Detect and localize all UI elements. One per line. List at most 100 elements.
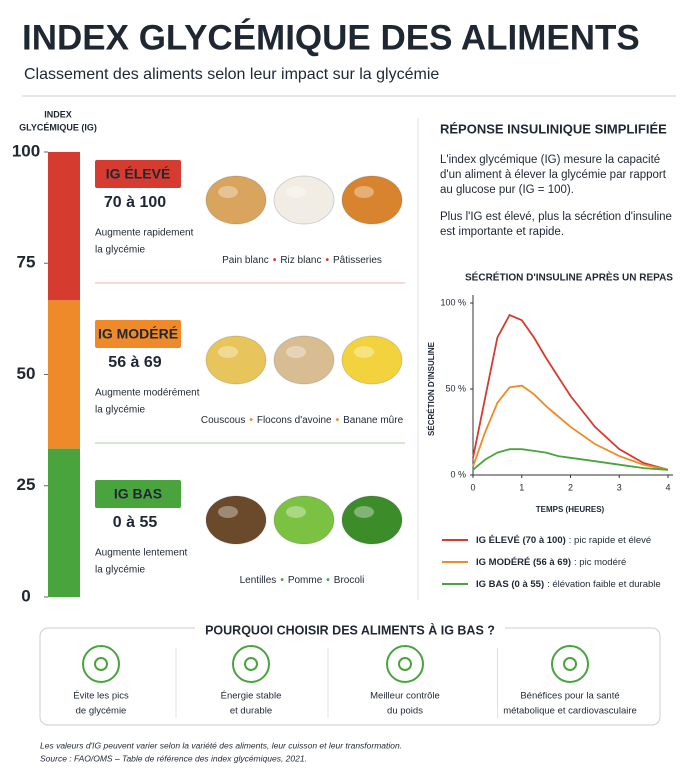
food-image xyxy=(205,335,267,385)
benefit-text: Bénéfices pour la santé xyxy=(520,691,619,702)
description: Augmente lentement xyxy=(95,548,188,559)
food-dot: • xyxy=(336,415,340,426)
range: 70 à 100 xyxy=(104,194,166,211)
benefit-text: et durable xyxy=(230,706,272,717)
legend-description: : pic modéré xyxy=(574,557,626,568)
food-list: Couscous • Flocons d'avoine • Banane mûre xyxy=(201,415,404,426)
series-line xyxy=(472,384,669,471)
legend-entry: IG MODÉRÉ (56 à 69): pic modéré xyxy=(476,557,626,568)
description: Augmente rapidement xyxy=(95,228,194,239)
benefit-text: du poids xyxy=(387,706,423,717)
scale-label: INDEX xyxy=(44,109,72,119)
benefit-icon xyxy=(232,645,270,683)
legend-name: IG MODÉRÉ (56 à 69) xyxy=(476,557,571,568)
benefit-icon xyxy=(82,645,120,683)
food-name: Pain blanc xyxy=(222,255,269,266)
food-image xyxy=(205,495,267,545)
food-image xyxy=(273,175,335,225)
legend-description: : pic rapide et élevé xyxy=(569,535,651,546)
description: la glycémie xyxy=(95,565,145,576)
badge: IG BAS xyxy=(114,486,162,502)
title: INDEX GLYCÉMIQUE DES ALIMENTS xyxy=(22,17,640,57)
paragraph-line: d'un aliment à élever la glycémie par ra… xyxy=(440,169,667,181)
scale-tick-label: 50 xyxy=(17,364,36,383)
y-tick-label: 50 % xyxy=(445,383,466,393)
benefit-text: de glycémie xyxy=(76,706,127,717)
y-tick-label: 0 % xyxy=(450,469,466,479)
badge-bg xyxy=(95,320,181,348)
food-list: Pain blanc • Riz blanc • Pâtisseries xyxy=(222,255,382,266)
footnote: Source : FAO/OMS – Table de référence de… xyxy=(40,753,307,763)
food-dot: • xyxy=(280,575,284,586)
food-dot: • xyxy=(325,255,329,266)
legend-name: IG BAS (0 à 55) xyxy=(476,579,544,590)
food-list: Lentilles • Pomme • Brocoli xyxy=(240,575,365,586)
benefit-text: Meilleur contrôle xyxy=(370,691,440,702)
food-highlight xyxy=(286,186,306,198)
food-highlight xyxy=(286,506,306,518)
scale-label: GLYCÉMIQUE (IG) xyxy=(19,122,97,132)
x-tick-label: 2 xyxy=(568,482,573,492)
food-image xyxy=(341,335,403,385)
food-name: Pomme xyxy=(288,575,323,586)
food-name: Banane mûre xyxy=(343,415,403,426)
badge: IG MODÉRÉ xyxy=(98,326,178,342)
range: 0 à 55 xyxy=(113,514,158,531)
food-highlight xyxy=(218,186,238,198)
food-highlight xyxy=(354,186,374,198)
benefit-text: Évite les pics xyxy=(73,691,129,702)
x-tick-label: 1 xyxy=(519,482,524,492)
badge-bg xyxy=(95,480,181,508)
scale-band xyxy=(48,448,80,597)
x-tick-label: 0 xyxy=(470,482,475,492)
food-highlight xyxy=(218,506,238,518)
legend-entry: IG BAS (0 à 55): élévation faible et dur… xyxy=(476,579,661,590)
y-tick-label: 100 % xyxy=(440,297,466,307)
paragraph-line: au glucose pur (IG = 100). xyxy=(440,184,574,196)
paragraph-line: est importante et rapide. xyxy=(440,226,564,238)
y-axis-label: SÉCRÉTION D'INSULINE xyxy=(427,341,436,436)
food-name: Couscous xyxy=(201,415,245,426)
food-name: Flocons d'avoine xyxy=(257,415,332,426)
food-name: Lentilles xyxy=(240,575,277,586)
food-dot: • xyxy=(326,575,330,586)
series-line xyxy=(472,313,669,471)
legend-name: IG ÉLEVÉ (70 à 100) xyxy=(476,535,566,546)
legend-description: : élévation faible et durable xyxy=(547,579,661,590)
benefit-text: Énergie stable xyxy=(221,691,282,702)
x-tick-label: 4 xyxy=(665,482,670,492)
benefits-title: POURQUOI CHOISIR DES ALIMENTS À IG BAS ? xyxy=(205,622,495,637)
footnote: Les valeurs d'IG peuvent varier selon la… xyxy=(40,740,402,750)
description: Augmente modérément xyxy=(95,388,200,399)
description: la glycémie xyxy=(95,405,145,416)
food-name: Brocoli xyxy=(334,575,365,586)
x-axis-label: TEMPS (HEURES) xyxy=(536,505,605,514)
description: la glycémie xyxy=(95,245,145,256)
benefit-icon xyxy=(551,645,589,683)
legend-entry: IG ÉLEVÉ (70 à 100): pic rapide et élevé xyxy=(476,535,651,546)
scale-band xyxy=(48,152,80,301)
food-dot: • xyxy=(273,255,277,266)
benefit-text: métabolique et cardiovasculaire xyxy=(503,706,637,717)
food-highlight xyxy=(354,506,374,518)
scale-tick-label: 75 xyxy=(17,253,36,272)
food-image xyxy=(273,495,335,545)
scale-band xyxy=(48,300,80,449)
food-image xyxy=(273,335,335,385)
subtitle: Classement des aliments selon leur impac… xyxy=(24,66,439,83)
insulin-heading: RÉPONSE INSULINIQUE SIMPLIFIÉE xyxy=(440,121,667,136)
series-line xyxy=(472,448,669,471)
badge: IG ÉLEVÉ xyxy=(106,166,171,182)
paragraph-line: Plus l'IG est élevé, plus la sécrétion d… xyxy=(440,211,672,223)
benefits-title-bg xyxy=(195,620,505,638)
food-image xyxy=(341,175,403,225)
food-image xyxy=(341,495,403,545)
benefit-icon-inner xyxy=(94,657,108,671)
food-dot: • xyxy=(249,415,253,426)
food-image xyxy=(205,175,267,225)
benefit-icon xyxy=(386,645,424,683)
chart-title: SÉCRÉTION D'INSULINE APRÈS UN REPAS xyxy=(465,271,673,284)
scale-tick-label: 100 xyxy=(12,141,40,160)
food-highlight xyxy=(286,346,306,358)
